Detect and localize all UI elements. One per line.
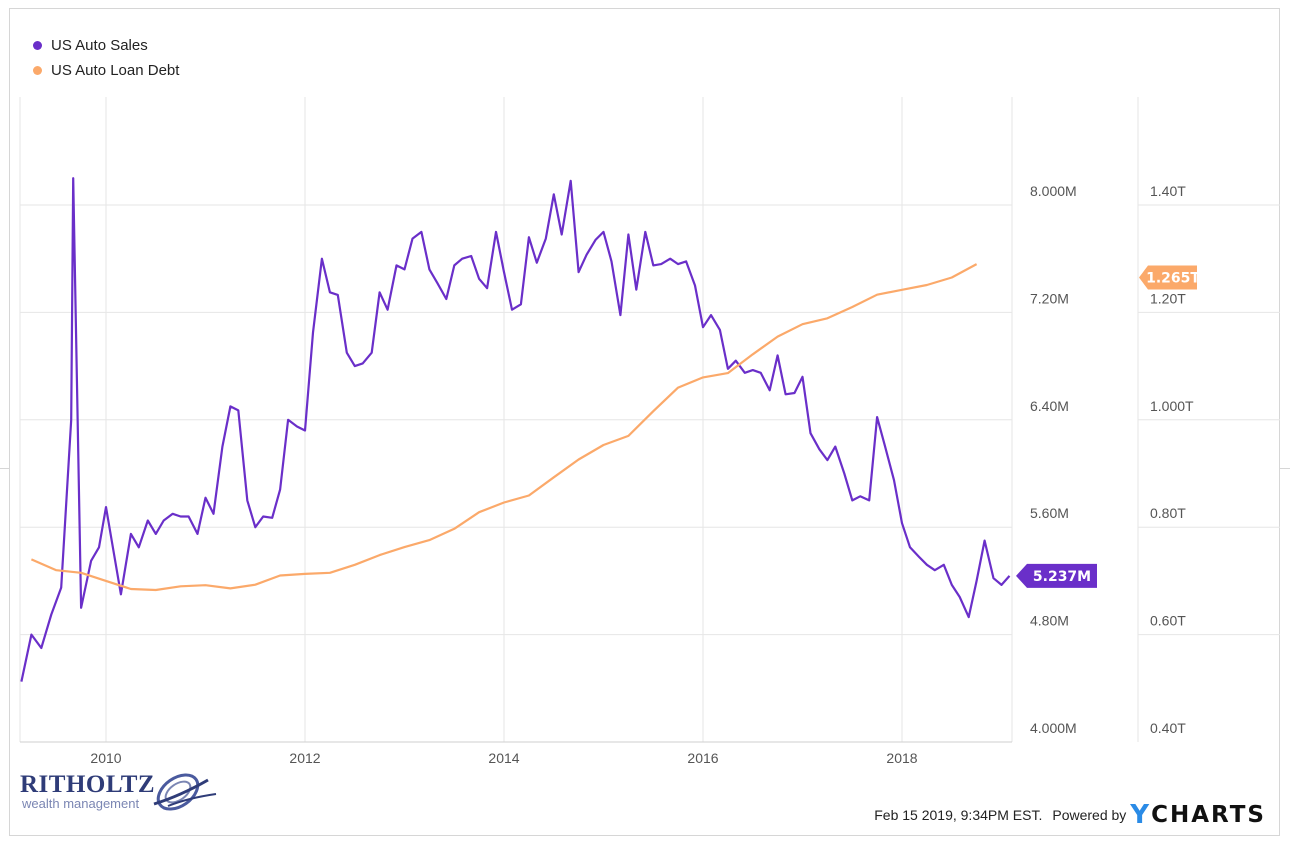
brand-name: RITHOLTZ bbox=[20, 771, 156, 798]
y-left-tick-label: 7.20M bbox=[1030, 290, 1069, 306]
value-flag-auto-loan-debt bbox=[1139, 265, 1197, 290]
x-tick-label: 2018 bbox=[886, 750, 917, 766]
y-right-tick-label: 1.000T bbox=[1150, 398, 1194, 414]
value-flag-label-auto-sales: 5.237M bbox=[1033, 569, 1091, 585]
ycharts-y-icon: Y bbox=[1130, 800, 1150, 830]
legend-label-auto-sales: US Auto Sales bbox=[51, 37, 148, 54]
y-left-tick-label: 4.000M bbox=[1030, 720, 1077, 736]
chart-legend: US Auto Sales US Auto Loan Debt bbox=[30, 33, 179, 83]
x-tick-label: 2010 bbox=[90, 750, 121, 766]
y-left-tick-label: 5.60M bbox=[1030, 505, 1069, 521]
footer: Feb 15 2019, 9:34PM EST. Powered by Y CH… bbox=[874, 800, 1266, 830]
x-tick-label: 2016 bbox=[687, 750, 718, 766]
y-right-tick-label: 1.20T bbox=[1150, 290, 1186, 306]
ritholtz-logo-icon bbox=[153, 773, 217, 811]
value-flag-label-auto-loan-debt: 1.265T bbox=[1146, 270, 1200, 286]
footer-timestamp: Feb 15 2019, 9:34PM EST. bbox=[874, 807, 1043, 823]
y-left-tick-label: 6.40M bbox=[1030, 398, 1069, 414]
series-line-auto-sales bbox=[20, 177, 1011, 682]
powered-by-text: Powered by bbox=[1052, 807, 1127, 823]
frame-side-line-right bbox=[1280, 468, 1290, 469]
y-right-tick-label: 0.40T bbox=[1150, 720, 1186, 736]
ycharts-logo[interactable]: Y CHARTS bbox=[1130, 800, 1266, 830]
y-right-tick-label: 0.80T bbox=[1150, 505, 1186, 521]
series-line-auto-loan-debt bbox=[30, 263, 978, 592]
x-tick-label: 2012 bbox=[289, 750, 320, 766]
legend-dot-auto-sales bbox=[33, 41, 42, 50]
ritholtz-brand: RITHOLTZ wealth management bbox=[20, 771, 217, 811]
y-left-tick-label: 4.80M bbox=[1030, 613, 1069, 629]
legend-item-auto-sales[interactable]: US Auto Sales bbox=[30, 33, 179, 58]
y-right-tick-label: 1.40T bbox=[1150, 183, 1186, 199]
ycharts-wordmark: CHARTS bbox=[1151, 802, 1266, 828]
value-flag-auto-sales bbox=[1016, 563, 1097, 588]
legend-dot-auto-loan-debt bbox=[33, 66, 42, 75]
legend-item-auto-loan-debt[interactable]: US Auto Loan Debt bbox=[30, 58, 179, 83]
brand-subtitle: wealth management bbox=[22, 796, 140, 811]
legend-label-auto-loan-debt: US Auto Loan Debt bbox=[51, 62, 180, 79]
x-tick-label: 2014 bbox=[488, 750, 519, 766]
y-right-tick-label: 0.60T bbox=[1150, 613, 1186, 629]
chart-frame bbox=[9, 8, 1280, 836]
frame-side-line-left bbox=[0, 468, 9, 469]
y-left-tick-label: 8.000M bbox=[1030, 183, 1077, 199]
